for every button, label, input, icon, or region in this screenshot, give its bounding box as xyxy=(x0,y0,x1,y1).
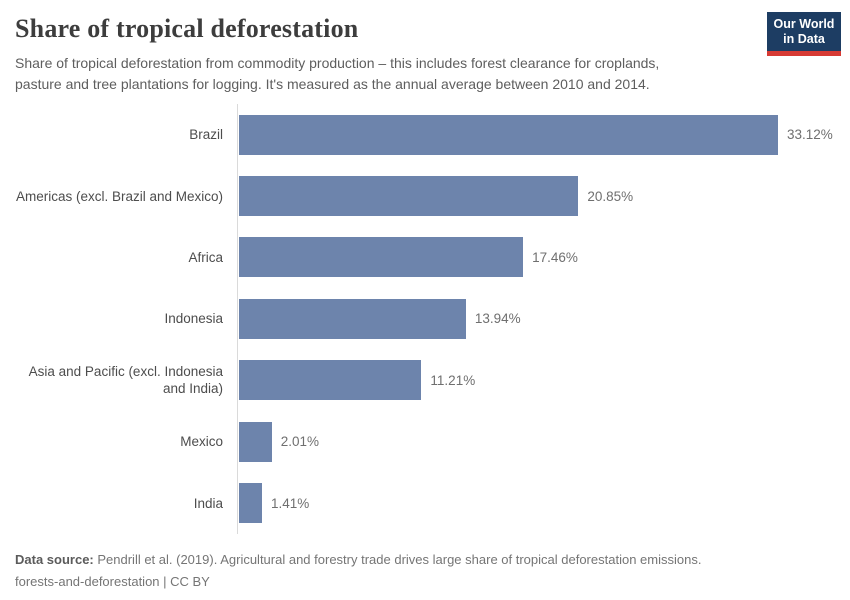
bar-area: 17.46% xyxy=(230,237,850,278)
bar-value-label: 13.94% xyxy=(474,311,521,327)
bar[interactable] xyxy=(239,421,272,462)
bar-value-label: 11.21% xyxy=(430,372,476,388)
bar-row: Mexico 2.01% xyxy=(15,411,850,472)
bar-category-label: Asia and Pacific (excl. Indonesia and In… xyxy=(28,364,223,397)
chart-subtitle: Share of tropical deforestation from com… xyxy=(15,53,760,94)
bar-area: 20.85% xyxy=(230,176,850,217)
bar-category-label: Indonesia xyxy=(164,311,223,327)
bar-category-label: Americas (excl. Brazil and Mexico) xyxy=(15,188,223,204)
bar-category-label: Brazil xyxy=(189,127,223,143)
bar-category-label: Mexico xyxy=(180,434,223,450)
chart-footer: Data source: Pendrill et al. (2019). Agr… xyxy=(15,549,835,593)
bar-row: India 1.41% xyxy=(15,472,850,533)
chart-header: Share of tropical deforestation Share of… xyxy=(0,0,850,94)
owid-logo-line1: Our World xyxy=(773,17,835,31)
bar-row: Asia and Pacific (excl. Indonesia and In… xyxy=(15,350,850,411)
bar-area: 13.94% xyxy=(230,298,850,339)
bar-value-label: 2.01% xyxy=(280,434,319,450)
chart-subtitle-line1: Share of tropical deforestation from com… xyxy=(15,55,660,71)
bar-rows: Brazil 33.12% Americas (excl. Brazil and M… xyxy=(15,104,850,534)
bar-chart: Brazil 33.12% Americas (excl. Brazil and M… xyxy=(15,104,850,534)
owid-logo: Our World in Data xyxy=(767,12,841,56)
bar[interactable] xyxy=(239,360,422,401)
footer-license-line[interactable]: forests-and-deforestation | CC BY xyxy=(15,574,210,589)
bar-value-label: 17.46% xyxy=(532,249,578,265)
bar-area: 11.21% xyxy=(230,360,850,401)
bar[interactable] xyxy=(239,298,466,339)
bar[interactable] xyxy=(239,114,778,155)
bar-row: Africa 17.46% xyxy=(15,227,850,288)
bar-value-label: 1.41% xyxy=(270,495,310,511)
chart-title: Share of tropical deforestation xyxy=(15,14,359,43)
owid-logo-line2: in Data xyxy=(783,32,825,46)
footer-source-label: Data source: xyxy=(15,552,94,567)
bar-row: Brazil 33.12% xyxy=(15,104,850,165)
chart-subtitle-line2: pasture and tree plantations for logging… xyxy=(15,75,650,92)
footer-source-line: Data source: Pendrill et al. (2019). Agr… xyxy=(15,549,835,571)
bar-area: 33.12% xyxy=(230,114,850,155)
bar[interactable] xyxy=(239,237,524,278)
bar[interactable] xyxy=(239,483,262,524)
bar-row: Americas (excl. Brazil and Mexico) 20.85% xyxy=(15,165,850,226)
y-axis-line xyxy=(237,104,238,534)
bar-area: 1.41% xyxy=(230,483,850,524)
footer-source-text: Pendrill et al. (2019). Agricultural and… xyxy=(93,552,702,567)
bar-value-label: 33.12% xyxy=(787,127,833,143)
bar-area: 2.01% xyxy=(230,421,850,462)
bar[interactable] xyxy=(239,176,579,217)
bar-category-label: India xyxy=(193,495,223,511)
bar-category-label: Africa xyxy=(188,249,223,265)
bar-row: Indonesia 13.94% xyxy=(15,288,850,349)
bar-value-label: 20.85% xyxy=(587,188,634,204)
